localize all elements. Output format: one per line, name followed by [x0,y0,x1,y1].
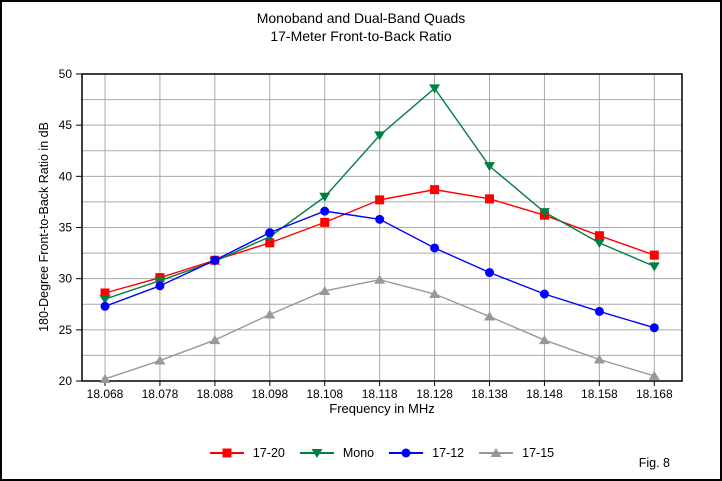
x-axis-label: Frequency in MHz [329,401,435,416]
marker-square [265,238,275,248]
marker-circle [649,323,659,333]
x-tick-label: 18.098 [251,387,288,401]
marker-circle [265,228,275,238]
marker-triangle-up [319,285,331,295]
marker-square [375,195,385,205]
marker-circle [320,206,330,216]
marker-triangle-down [154,276,166,286]
legend-label: 17-12 [432,446,465,460]
marker-triangle-up [209,335,221,345]
marker-square [222,448,232,458]
marker-triangle-down [319,192,331,202]
x-tick-label: 18.168 [636,387,673,401]
chart-subtitle: 17-Meter Front-to-Back Ratio [270,28,452,44]
marker-circle [430,243,440,253]
legend-circle-marker-icon [389,448,424,458]
legend-item-17-15: 17-15 [479,446,554,460]
marker-square [649,250,659,260]
marker-triangle-up [648,370,660,380]
legend-label: 17-15 [522,446,555,460]
marker-triangle-up [264,309,276,319]
x-tick-label: 18.158 [581,387,618,401]
marker-triangle-up [593,354,605,364]
x-tick-label: 18.078 [142,387,179,401]
marker-circle [401,448,411,458]
marker-square [100,288,110,298]
marker-circle [155,281,165,291]
marker-circle [375,214,385,224]
y-tick-label: 20 [59,374,73,388]
marker-triangle-down [484,162,496,172]
marker-circle [539,289,549,299]
legend-item-mono: Mono [299,446,375,460]
marker-triangle-up [374,274,386,284]
marker-circle [594,306,604,316]
marker-triangle-up [99,373,111,383]
marker-triangle-down [648,262,660,272]
chart-title: Monoband and Dual-Band Quads [256,10,466,26]
x-tick-label: 18.128 [416,387,453,401]
marker-triangle-down [374,131,386,141]
y-tick-label: 50 [59,67,73,81]
marker-square [485,194,495,204]
legend-item-17-20: 17-20 [209,446,285,460]
y-tick-label: 25 [59,323,73,337]
marker-circle [100,301,110,311]
marker-circle [210,255,220,265]
marker-square [320,217,330,227]
marker-triangle-down [593,238,605,248]
legend-triangle-up-marker-icon [479,448,514,457]
x-tick-label: 18.068 [87,387,124,401]
x-tick-label: 18.088 [197,387,234,401]
figure-number: Fig. 8 [638,456,670,470]
marker-square [594,231,604,241]
marker-triangle-down [429,84,441,94]
marker-triangle-up [538,335,550,345]
x-tick-label: 18.138 [471,387,508,401]
marker-square [430,185,440,195]
legend-label: 17-20 [252,446,285,460]
x-tick-label: 18.148 [526,387,563,401]
y-tick-label: 45 [59,118,73,132]
y-tick-label: 40 [59,169,73,183]
legend: 17-20 Mono 17-12 17-15 [82,446,682,460]
marker-triangle-down [538,208,550,218]
y-tick-label: 30 [59,272,73,286]
legend-label: Mono [342,446,375,460]
legend-item-17-12: 17-12 [389,446,464,460]
marker-triangle-up [154,355,166,365]
legend-square-marker-icon [209,448,244,458]
marker-circle [485,268,495,278]
marker-triangle-up [490,448,502,457]
x-tick-label: 18.118 [362,387,398,401]
marker-triangle-down [311,449,323,458]
legend-triangle-down-marker-icon [299,449,334,458]
marker-triangle-up [484,311,496,321]
marker-triangle-down [99,295,111,305]
marker-triangle-up [429,289,441,299]
y-tick-label: 35 [59,221,73,235]
x-tick-label: 18.108 [306,387,343,401]
y-axis-label: 180-Degree Front-to-Back Ratio in dB [37,122,51,332]
